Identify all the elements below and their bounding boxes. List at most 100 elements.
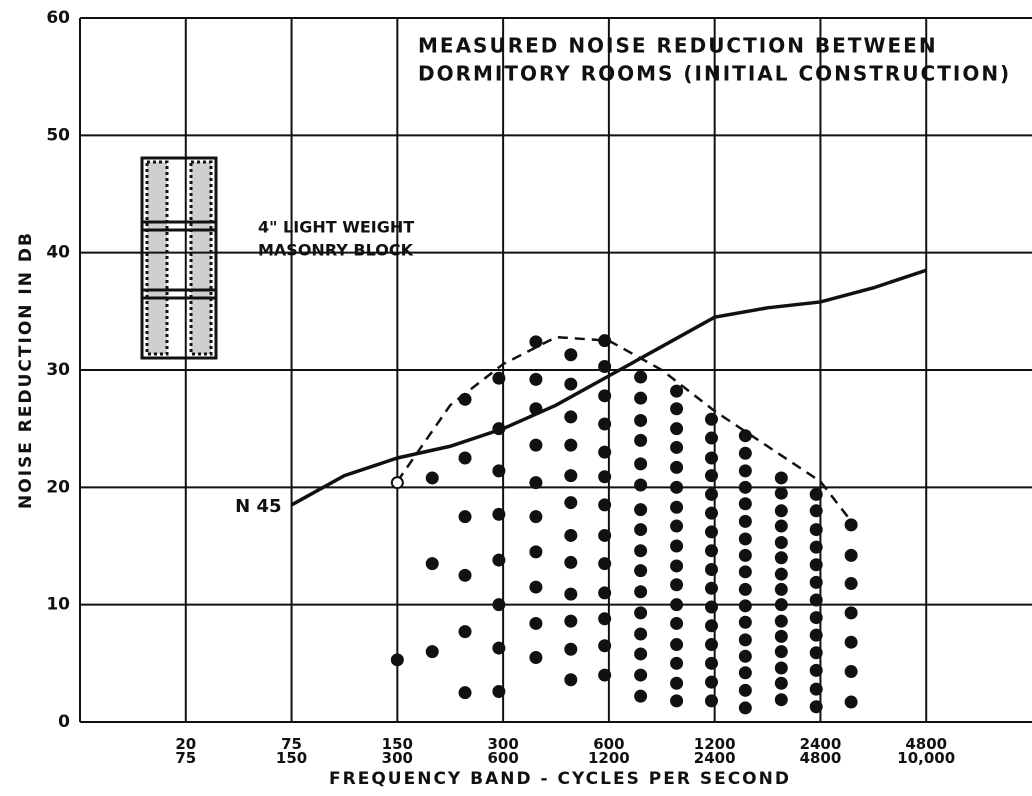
data-point xyxy=(634,606,648,620)
data-point xyxy=(598,359,612,373)
data-point xyxy=(704,656,718,670)
data-point xyxy=(458,625,472,639)
data-point xyxy=(670,384,684,398)
data-point xyxy=(738,701,752,715)
data-point xyxy=(670,500,684,514)
data-point xyxy=(844,695,858,709)
data-point xyxy=(564,555,578,569)
data-point xyxy=(458,568,472,582)
x-tick-label: 2400 4800 xyxy=(800,735,842,767)
data-point xyxy=(844,635,858,649)
data-point xyxy=(738,514,752,528)
data-point xyxy=(738,446,752,460)
data-point xyxy=(670,440,684,454)
data-point xyxy=(492,598,506,612)
data-point xyxy=(670,402,684,416)
data-point xyxy=(634,478,648,492)
data-point xyxy=(809,628,823,642)
data-point xyxy=(564,528,578,542)
data-point xyxy=(738,615,752,629)
data-point xyxy=(564,496,578,510)
data-point xyxy=(704,487,718,501)
data-point xyxy=(774,582,788,596)
x-tick-label: 300 600 xyxy=(487,735,518,767)
data-point xyxy=(634,457,648,471)
x-tick-label: 75 150 xyxy=(276,735,307,767)
data-point xyxy=(774,614,788,628)
data-point xyxy=(425,471,439,485)
open-point xyxy=(390,476,404,490)
y-tick-label: 40 xyxy=(46,243,70,263)
data-point xyxy=(774,551,788,565)
data-point xyxy=(738,599,752,613)
data-point xyxy=(738,480,752,494)
data-point xyxy=(458,451,472,465)
title-line: DORMITORY ROOMS (INITIAL CONSTRUCTION) xyxy=(418,62,1011,86)
x-tick-label: 600 1200 xyxy=(588,735,630,767)
data-point xyxy=(670,598,684,612)
data-point xyxy=(529,510,543,524)
data-point xyxy=(529,335,543,349)
data-point xyxy=(564,348,578,362)
data-point xyxy=(774,645,788,659)
data-point xyxy=(844,548,858,562)
data-point xyxy=(564,410,578,424)
data-point xyxy=(704,638,718,652)
data-point xyxy=(704,694,718,708)
x-tick-label: 20 75 xyxy=(175,735,196,767)
y-tick-label: 20 xyxy=(46,477,70,497)
data-point xyxy=(704,412,718,426)
data-point xyxy=(634,689,648,703)
data-point xyxy=(809,487,823,501)
data-point xyxy=(598,417,612,431)
data-point xyxy=(670,422,684,436)
data-point xyxy=(492,684,506,698)
data-point xyxy=(738,683,752,697)
data-point xyxy=(670,519,684,533)
data-point xyxy=(598,557,612,571)
line xyxy=(290,268,927,507)
data-point xyxy=(670,694,684,708)
title-line: MEASURED NOISE REDUCTION BETWEEN xyxy=(418,34,938,58)
data-point xyxy=(704,451,718,465)
x-tick-label: 1200 2400 xyxy=(694,735,736,767)
data-point xyxy=(634,413,648,427)
data-point xyxy=(598,470,612,484)
data-point xyxy=(390,653,404,667)
data-point xyxy=(774,676,788,690)
data-point xyxy=(492,553,506,567)
data-point xyxy=(529,438,543,452)
data-point xyxy=(809,558,823,572)
data-point xyxy=(704,469,718,483)
data-point xyxy=(598,668,612,682)
data-point xyxy=(844,577,858,591)
data-point xyxy=(634,564,648,578)
data-point xyxy=(634,391,648,405)
data-point xyxy=(809,663,823,677)
data-point xyxy=(598,389,612,403)
data-point xyxy=(704,506,718,520)
data-point xyxy=(634,433,648,447)
data-point xyxy=(774,471,788,485)
data-point xyxy=(809,504,823,518)
y-tick-label: 60 xyxy=(46,8,70,28)
data-point xyxy=(598,586,612,600)
data-point xyxy=(670,676,684,690)
data-point xyxy=(564,438,578,452)
y-axis-label: NOISE REDUCTION IN DB xyxy=(16,231,36,509)
data-point xyxy=(598,445,612,459)
data-point xyxy=(738,633,752,647)
data-point xyxy=(598,334,612,348)
data-point xyxy=(670,539,684,553)
data-point xyxy=(458,392,472,406)
data-point xyxy=(774,519,788,533)
data-point xyxy=(598,639,612,653)
data-point xyxy=(492,507,506,521)
data-point xyxy=(634,627,648,641)
data-point xyxy=(844,518,858,532)
data-point xyxy=(738,532,752,546)
data-point xyxy=(670,656,684,670)
data-point xyxy=(809,523,823,537)
data-point xyxy=(634,544,648,558)
